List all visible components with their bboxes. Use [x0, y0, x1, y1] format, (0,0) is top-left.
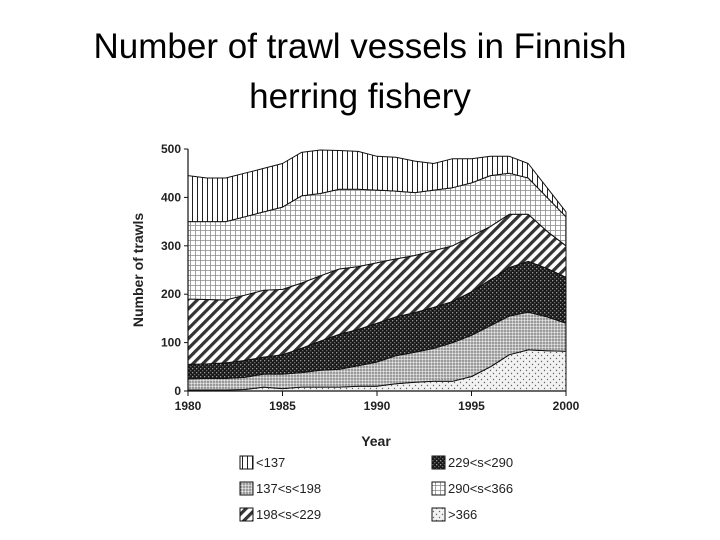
legend-label-198ltslt229: 198<s<229	[256, 507, 321, 522]
x-tick-label: 2000	[553, 399, 580, 413]
legend-swatch-290ltslt366	[431, 481, 446, 496]
x-tick-label: 1985	[269, 399, 296, 413]
legend-label-lt137: <137	[256, 455, 285, 470]
y-tick-label: 300	[161, 239, 181, 253]
x-tick-label: 1980	[175, 399, 202, 413]
y-tick-label: 0	[174, 384, 181, 398]
slide-title: Number of trawl vessels in Finnish herri…	[0, 22, 720, 122]
area-series-group	[187, 149, 567, 392]
axes-group: 0 100 200 300 400 500 1980 1985 1990 1995 2000 Year…	[130, 142, 580, 449]
x-tick-label: 1990	[364, 399, 391, 413]
x-tick-label: 1995	[458, 399, 485, 413]
legend-label-229ltslt290: 229<s<290	[448, 455, 513, 470]
y-tick-label: 400	[161, 190, 181, 204]
y-axis-label: Number of trawls	[130, 213, 146, 328]
legend-swatch-gt366	[431, 507, 446, 522]
slide-title-line-2: herring fishery	[249, 77, 471, 116]
slide-title-line-1: Number of trawl vessels in Finnish	[93, 27, 627, 66]
legend-swatch-229ltslt290	[431, 455, 446, 470]
legend-swatch-137ltslt198	[239, 481, 254, 496]
y-tick-label: 200	[161, 287, 181, 301]
y-tick-label: 500	[161, 142, 181, 156]
legend: <137 229<s<290 137<s<198 290<s<366 198<s<229…	[239, 455, 513, 522]
legend-label-gt366: >366	[448, 507, 477, 522]
legend-swatch-lt137	[239, 455, 254, 470]
legend-label-290ltslt366: 290<s<366	[448, 481, 513, 496]
area-series-lt137	[187, 149, 567, 223]
legend-label-137ltslt198: 137<s<198	[256, 481, 321, 496]
y-tick-label: 100	[161, 336, 181, 350]
legend-swatch-198ltslt229	[239, 507, 254, 522]
x-axis-label: Year	[361, 433, 391, 449]
